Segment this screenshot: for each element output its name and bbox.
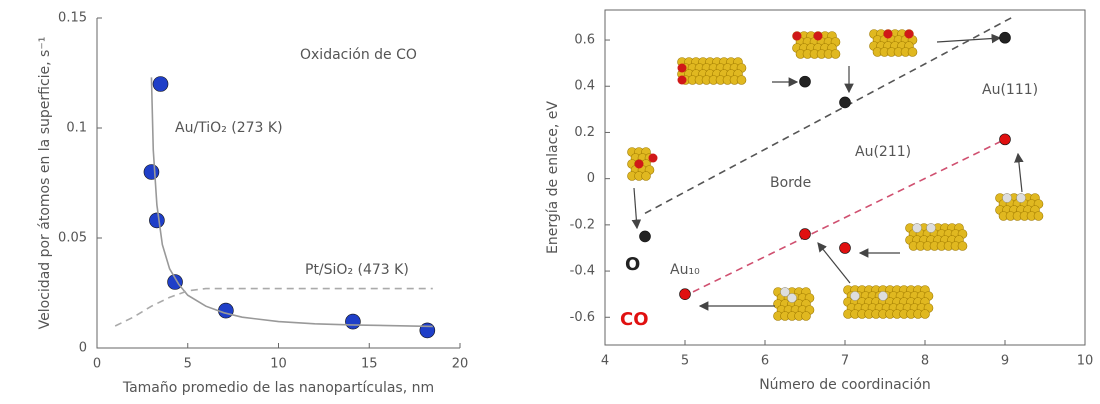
atom-o [678, 76, 687, 85]
atom [908, 48, 917, 57]
atom-o [635, 160, 644, 169]
annotation: Au(111) [982, 82, 1038, 98]
x-tick-label: 8 [921, 354, 929, 369]
data-point [1000, 32, 1011, 43]
atom-c [879, 292, 888, 301]
y-tick-label: 0.15 [58, 11, 87, 26]
atom [1034, 212, 1043, 221]
x-tick-label: 10 [1077, 354, 1094, 369]
atom-c [1017, 194, 1026, 203]
atom [642, 172, 651, 181]
atom-c [913, 224, 922, 233]
y-tick-label: 0 [587, 171, 595, 186]
data-point [144, 165, 159, 180]
atom-o [814, 32, 823, 41]
data-point [800, 229, 811, 240]
arrow [1018, 154, 1022, 192]
atom-o [793, 32, 802, 41]
atom-c [788, 294, 797, 303]
data-point [680, 289, 691, 300]
atom-o [678, 64, 687, 73]
data-point [800, 76, 811, 87]
series-line [693, 139, 1005, 291]
x-tick-label: 6 [761, 354, 769, 369]
y-tick-label: 0.4 [574, 79, 595, 94]
series-label: Pt/SiO₂ (473 K) [305, 262, 409, 278]
atom [831, 50, 840, 59]
x-tick-label: 5 [184, 357, 192, 372]
plot-frame [605, 10, 1085, 345]
series-label: Au/TiO₂ (273 K) [175, 120, 283, 136]
atom-c [1003, 194, 1012, 203]
atom-c [851, 292, 860, 301]
x-tick-label: 10 [270, 357, 287, 372]
atom-o [649, 154, 658, 163]
y-tick-label: 0.6 [574, 33, 595, 48]
x-tick-label: 15 [361, 357, 378, 372]
atom-o [905, 30, 914, 39]
x-tick-label: 4 [601, 354, 609, 369]
arrow [634, 188, 637, 228]
annotation: Borde [770, 175, 811, 191]
data-point [218, 303, 233, 318]
x-tick-label: 0 [93, 357, 101, 372]
annotation: Au(211) [855, 144, 911, 160]
y-tick-label: 0.1 [66, 121, 87, 136]
data-point [420, 323, 435, 338]
x-axis-label: Tamaño promedio de las nanopartículas, n… [122, 380, 434, 396]
x-tick-label: 5 [681, 354, 689, 369]
series-label: CO [620, 309, 649, 330]
x-tick-label: 20 [452, 357, 469, 372]
atom [921, 310, 930, 319]
data-point [840, 97, 851, 108]
x-tick-label: 9 [1001, 354, 1009, 369]
data-point [345, 314, 360, 329]
annotation: Au₁₀ [670, 262, 700, 278]
data-point [149, 213, 164, 228]
y-tick-label: 0 [79, 341, 87, 356]
atom-o [884, 30, 893, 39]
annotation: Oxidación de CO [300, 47, 417, 63]
atom [737, 76, 746, 85]
y-tick-label: 0.05 [58, 231, 87, 246]
plot-frame [97, 18, 460, 348]
x-tick-label: 7 [841, 354, 849, 369]
series-label: O [625, 254, 640, 275]
y-tick-label: -0.6 [570, 310, 595, 325]
y-axis-label: Velocidad por átomos en la superficie, s… [37, 37, 53, 330]
x-axis-label: Número de coordinación [759, 377, 931, 393]
y-tick-label: 0.2 [574, 125, 595, 140]
figure: 0 5 10 15 20 0 0.05 0.1 0.15 Tamaño promedio de l… [0, 0, 1100, 404]
y-tick-label: -0.2 [570, 217, 595, 232]
data-point [840, 242, 851, 253]
atom [958, 242, 967, 251]
y-tick-label: -0.4 [570, 264, 595, 279]
data-point [1000, 134, 1011, 145]
atom-c [927, 224, 936, 233]
atom [802, 312, 811, 321]
atom-c [781, 288, 790, 297]
y-axis-label: Energía de enlace, eV [545, 101, 561, 254]
data-point [153, 77, 168, 92]
data-point [640, 231, 651, 242]
